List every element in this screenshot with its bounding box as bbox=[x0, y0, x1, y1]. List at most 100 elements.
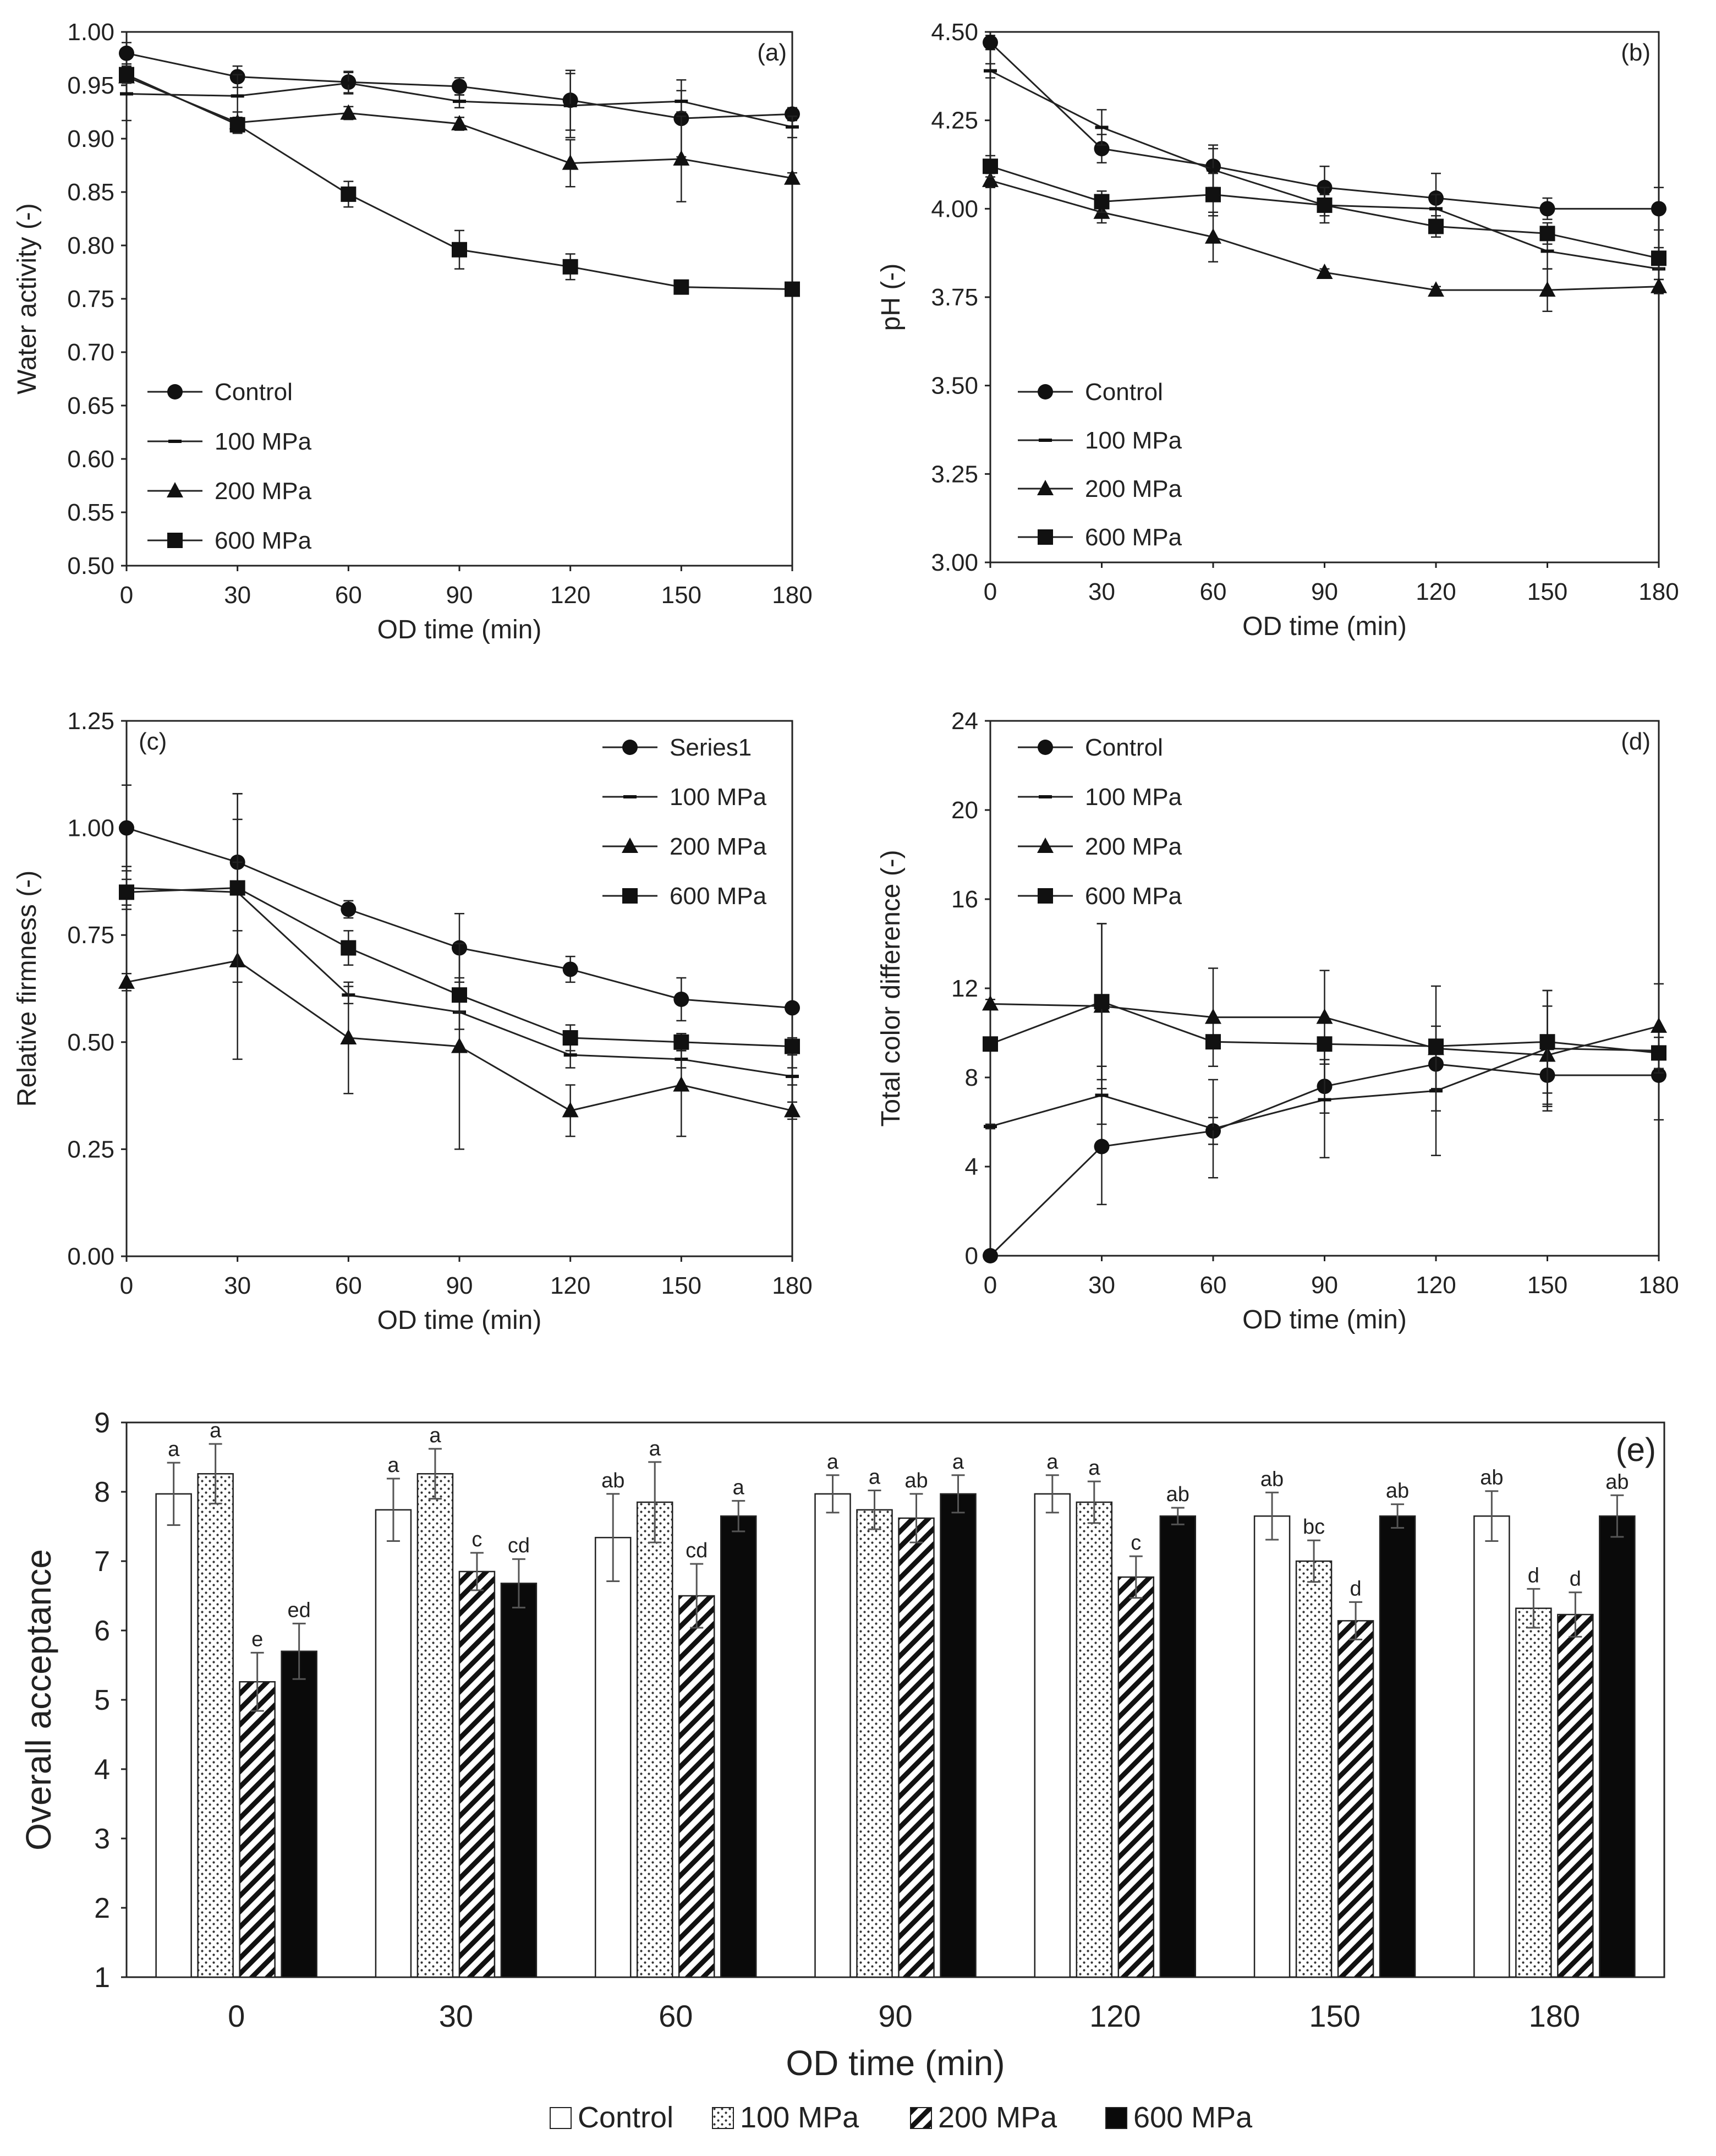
bar bbox=[940, 1493, 977, 1978]
data-point bbox=[452, 987, 467, 1003]
legend-label: Control bbox=[1085, 379, 1163, 406]
y-tick-label: 3.25 bbox=[931, 461, 978, 488]
data-point bbox=[563, 1053, 577, 1057]
bar bbox=[1295, 1560, 1333, 1978]
legend-label: Series1 bbox=[670, 734, 752, 761]
y-tick-label: 0.00 bbox=[67, 1243, 114, 1270]
y-tick-label: 4.00 bbox=[931, 195, 978, 222]
data-point bbox=[1428, 1038, 1444, 1054]
y-tick-label: 0.75 bbox=[67, 922, 114, 949]
data-point bbox=[452, 78, 467, 94]
data-point bbox=[1318, 1098, 1331, 1102]
legend-entry: 200 MPa bbox=[1018, 833, 1182, 860]
y-tick-label: 6 bbox=[94, 1615, 110, 1647]
data-point bbox=[341, 186, 357, 202]
data-point bbox=[784, 1102, 801, 1118]
y-axis-label: pH (-) bbox=[876, 264, 906, 331]
significance-letter: d bbox=[1350, 1577, 1362, 1600]
x-axis-label: OD time (min) bbox=[1242, 612, 1407, 641]
data-point bbox=[340, 1029, 357, 1045]
data-point bbox=[341, 940, 357, 956]
data-point bbox=[1316, 1008, 1333, 1024]
y-axis-label: Total color difference (-) bbox=[876, 850, 906, 1126]
bar bbox=[1034, 1493, 1071, 1978]
x-axis-label: OD time (min) bbox=[786, 2043, 1005, 2083]
x-tick-label: 120 bbox=[550, 582, 590, 609]
legend-label: Control bbox=[578, 2101, 673, 2134]
bar bbox=[1337, 1620, 1374, 1978]
significance-letter: a bbox=[1046, 1451, 1059, 1474]
legend-label: 200 MPa bbox=[1085, 833, 1182, 860]
series-200-mpa bbox=[982, 171, 1667, 312]
data-point bbox=[1317, 197, 1333, 213]
x-tick-label: 30 bbox=[1088, 1272, 1115, 1299]
bar bbox=[720, 1515, 757, 1978]
data-point bbox=[453, 100, 466, 103]
legend-entry: 100 MPa bbox=[712, 2101, 859, 2134]
bar bbox=[500, 1583, 538, 1978]
bar bbox=[416, 1473, 454, 1978]
legend-label: 600 MPa bbox=[1133, 2101, 1253, 2134]
data-point bbox=[1539, 281, 1556, 297]
y-tick-label: 4.25 bbox=[931, 107, 978, 134]
x-tick-label: 150 bbox=[1527, 1272, 1567, 1299]
bar bbox=[1599, 1515, 1636, 1978]
bar bbox=[1253, 1515, 1291, 1978]
significance-letter: ab bbox=[601, 1469, 624, 1492]
data-point bbox=[451, 114, 468, 130]
x-axis-label: OD time (min) bbox=[377, 615, 542, 644]
x-tick-label: 0 bbox=[984, 1272, 997, 1299]
significance-letter: c bbox=[472, 1528, 482, 1551]
y-tick-label: 0.50 bbox=[67, 552, 114, 579]
y-tick-label: 0.70 bbox=[67, 339, 114, 366]
y-tick-label: 8 bbox=[965, 1064, 978, 1091]
data-point bbox=[119, 820, 134, 836]
data-point bbox=[119, 67, 134, 83]
data-point bbox=[1317, 1036, 1333, 1052]
data-point bbox=[229, 880, 245, 896]
x-tick-label: 90 bbox=[446, 1272, 473, 1299]
legend-label: 100 MPa bbox=[670, 784, 767, 811]
x-tick-label: 30 bbox=[439, 1999, 473, 2033]
legend-entry: 100 MPa bbox=[1018, 427, 1182, 454]
data-point bbox=[1428, 218, 1444, 234]
legend-marker bbox=[1038, 740, 1053, 755]
significance-letter: a bbox=[649, 1437, 661, 1460]
legend-entry: 600 MPa bbox=[602, 883, 767, 910]
data-point bbox=[673, 1076, 690, 1092]
data-point bbox=[1429, 207, 1443, 211]
y-axis-label: Overall acceptance bbox=[19, 1549, 58, 1851]
legend-marker bbox=[1038, 888, 1053, 904]
y-tick-label: 0.75 bbox=[67, 286, 114, 313]
data-point bbox=[341, 901, 357, 917]
legend-marker bbox=[1037, 480, 1054, 495]
series-600-mpa bbox=[119, 65, 800, 297]
data-point bbox=[785, 106, 800, 122]
data-point bbox=[563, 103, 577, 107]
x-tick-label: 0 bbox=[120, 1272, 133, 1299]
legend-swatch bbox=[550, 2107, 572, 2129]
bar bbox=[898, 1517, 935, 1978]
significance-letter: cd bbox=[686, 1539, 708, 1562]
significance-letter: a bbox=[168, 1438, 180, 1461]
significance-letter: a bbox=[429, 1424, 441, 1447]
y-tick-label: 3.00 bbox=[931, 549, 978, 576]
y-tick-label: 4.50 bbox=[931, 19, 978, 46]
data-point bbox=[1205, 187, 1221, 203]
legend-label: 100 MPa bbox=[215, 428, 312, 455]
significance-letter: a bbox=[952, 1451, 964, 1474]
significance-letter: a bbox=[733, 1476, 745, 1499]
data-point bbox=[1205, 1008, 1221, 1024]
legend-marker bbox=[167, 384, 183, 400]
x-tick-label: 30 bbox=[224, 1272, 251, 1299]
y-tick-label: 4 bbox=[965, 1153, 978, 1180]
y-tick-label: 5 bbox=[94, 1684, 110, 1716]
y-tick-label: 0.95 bbox=[67, 72, 114, 99]
data-point bbox=[1205, 1034, 1221, 1050]
data-point bbox=[1651, 1045, 1666, 1061]
bar bbox=[814, 1493, 851, 1978]
data-point bbox=[451, 1037, 468, 1053]
x-tick-label: 180 bbox=[772, 1272, 812, 1299]
